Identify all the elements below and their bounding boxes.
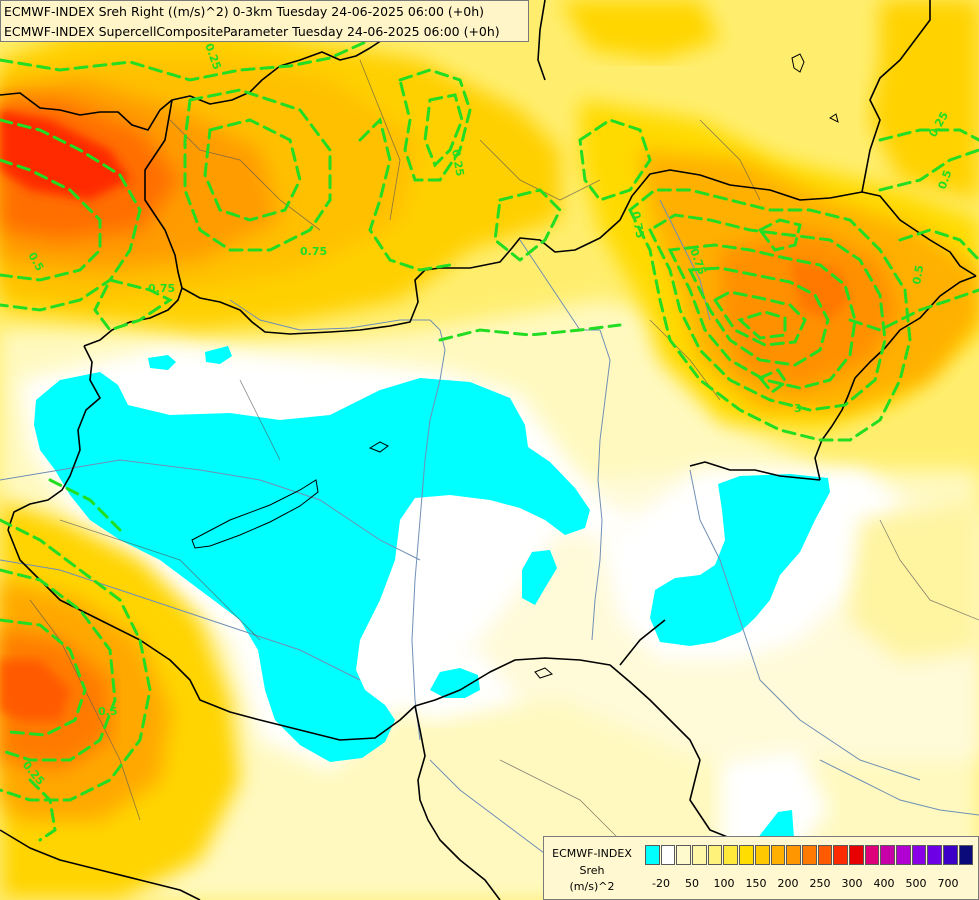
legend-swatch <box>770 845 786 865</box>
contour-label: 0.75 <box>629 210 647 239</box>
legend-tick-label: 500 <box>905 877 927 890</box>
legend-swatch <box>786 845 801 865</box>
lakes <box>191 53 839 679</box>
legend-tick-label: 150 <box>745 877 767 890</box>
legend-swatch <box>645 845 660 865</box>
legend-swatch <box>864 845 880 865</box>
map-title-line-2: ECMWF-INDEX SupercellCompositeParameter … <box>4 24 500 39</box>
legend-swatch <box>754 845 770 865</box>
legend-swatch <box>660 845 676 865</box>
contour-label: 0.75 <box>300 245 327 258</box>
legend-variable: Sreh <box>579 864 605 877</box>
legend-swatch <box>692 845 707 865</box>
legend-swatch <box>848 845 864 865</box>
legend-swatch <box>911 845 927 865</box>
contour-label: 3 <box>794 402 802 415</box>
legend-tick-label: 200 <box>777 877 799 890</box>
contour-label: 0.75 <box>148 282 175 295</box>
legend-tick-label: 50 <box>685 877 699 890</box>
legend-swatch <box>880 845 895 865</box>
legend-tick-label: 250 <box>809 877 831 890</box>
legend-swatch <box>817 845 833 865</box>
legend-ticks: -20 50 100 150 200 250 300 400 500 700 <box>645 877 975 893</box>
map-title-line-1: ECMWF-INDEX Sreh Right ((m/s)^2) 0-3km T… <box>4 4 484 19</box>
legend-swatches <box>645 845 974 865</box>
color-legend: ECMWF-INDEX Sreh (m/s)^2 -20 50 100 150 200 2… <box>543 836 979 900</box>
contour-label: 0.25 <box>449 148 467 177</box>
legend-tick-label: 300 <box>841 877 863 890</box>
legend-swatch <box>801 845 817 865</box>
map-title-box: ECMWF-INDEX Sreh Right ((m/s)^2) 0-3km T… <box>0 0 529 42</box>
legend-tick-label: 700 <box>937 877 959 890</box>
legend-swatch <box>927 845 943 865</box>
legend-swatch <box>896 845 911 865</box>
legend-tick-label: 400 <box>873 877 895 890</box>
legend-title: ECMWF-INDEX <box>552 847 632 860</box>
contour-labels: 0.25 0.25 0.25 0.25 0.5 0.5 0.5 0.5 0.75… <box>20 42 955 788</box>
legend-swatch <box>723 845 739 865</box>
legend-swatch <box>739 845 754 865</box>
legend-swatch <box>676 845 692 865</box>
legend-tick-label: 100 <box>713 877 735 890</box>
legend-unit: (m/s)^2 <box>569 880 615 893</box>
legend-tick-label: -20 <box>652 877 670 890</box>
contour-label: 0.5 <box>936 168 955 191</box>
contour-label: 0.5 <box>910 264 926 285</box>
scp-contours <box>0 38 979 842</box>
legend-swatch <box>958 845 974 865</box>
legend-swatch <box>833 845 848 865</box>
contour-label: 0.5 <box>98 705 118 718</box>
legend-swatch <box>707 845 723 865</box>
legend-swatch <box>943 845 958 865</box>
